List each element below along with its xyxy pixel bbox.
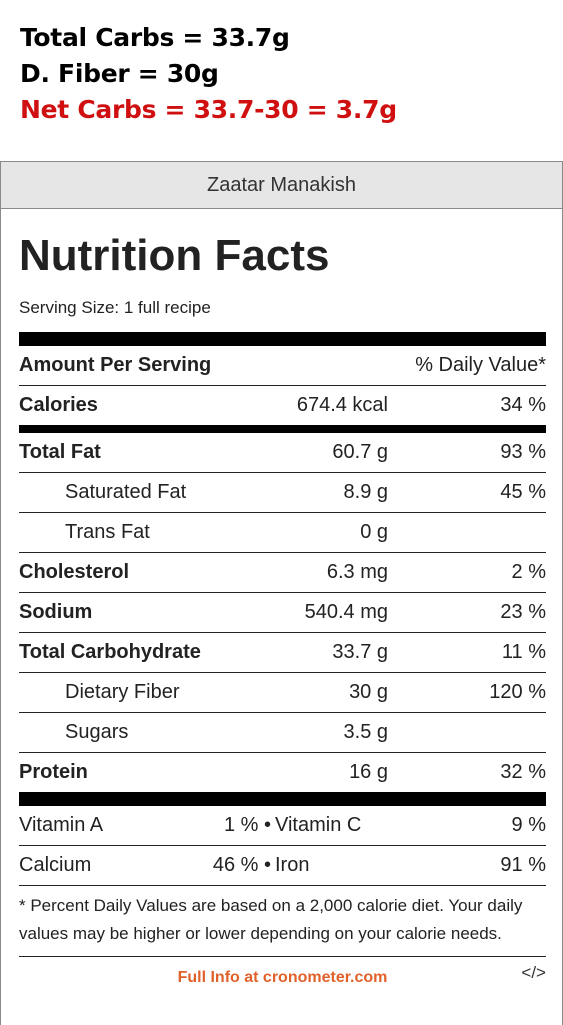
nutrient-amount: 0 g bbox=[360, 521, 388, 543]
vitamin-value: 91 % bbox=[500, 854, 546, 876]
nutrient-dv: 32 % bbox=[500, 761, 546, 783]
nutrient-name: Sugars bbox=[65, 721, 129, 743]
nutrient-name: Dietary Fiber bbox=[65, 681, 180, 703]
nutrition-facts-heading: Nutrition Facts bbox=[19, 231, 330, 280]
nutrient-row-calories: Calories 674.4 kcal 34 % bbox=[19, 386, 546, 425]
nutrient-name: Trans Fat bbox=[65, 521, 150, 543]
vitamin-value: 1 % • bbox=[223, 814, 271, 836]
divider-medium bbox=[19, 425, 546, 433]
nutrient-row-protein: Protein 16 g 32 % bbox=[19, 753, 546, 792]
nutrient-amount: 30 g bbox=[349, 681, 388, 703]
net-carbs-annotation: Total Carbs = 33.7g D. Fiber = 30g Net C… bbox=[20, 20, 397, 128]
cronometer-link[interactable]: Full Info at cronometer.com bbox=[177, 969, 388, 986]
vitamin-name: Vitamin A bbox=[19, 814, 104, 836]
nutrient-row-total-carbohydrate: Total Carbohydrate 33.7 g 11 % bbox=[19, 633, 546, 673]
net-carbs-text: Net Carbs = 33.7-30 = 3.7g bbox=[20, 95, 397, 124]
nutrition-panel: Zaatar Manakish Nutrition Facts Serving … bbox=[0, 161, 563, 1025]
nutrient-dv: 2 % bbox=[511, 561, 546, 583]
nutrient-dv: 120 % bbox=[489, 681, 546, 703]
vitamin-row-calcium-iron: Calcium 46 % • Iron 91 % bbox=[19, 846, 546, 886]
nutrient-row-saturated-fat: Saturated Fat 8.9 g 45 % bbox=[19, 473, 546, 513]
total-carbs-text: Total Carbs = 33.7g bbox=[20, 23, 290, 52]
nutrient-amount: 60.7 g bbox=[332, 441, 388, 463]
nutrient-name: Calories bbox=[19, 394, 98, 416]
daily-value-label: % Daily Value* bbox=[415, 354, 546, 376]
embed-code-icon[interactable]: </> bbox=[521, 963, 546, 982]
nutrient-amount: 3.5 g bbox=[343, 721, 388, 743]
vitamin-name: Vitamin C bbox=[275, 814, 362, 836]
nutrient-amount: 674.4 kcal bbox=[296, 394, 388, 416]
nutrient-name: Sodium bbox=[19, 601, 93, 623]
nutrient-row-dietary-fiber: Dietary Fiber 30 g 120 % bbox=[19, 673, 546, 713]
label-footer: Full Info at cronometer.com </> bbox=[19, 957, 546, 997]
vitamin-name: Calcium bbox=[19, 854, 92, 876]
amount-per-serving-label: Amount Per Serving bbox=[19, 354, 212, 376]
nutrient-amount: 6.3 mg bbox=[326, 561, 388, 583]
divider-thick bbox=[19, 792, 546, 806]
nutrient-row-sugars: Sugars 3.5 g bbox=[19, 713, 546, 753]
nutrient-row-cholesterol: Cholesterol 6.3 mg 2 % bbox=[19, 553, 546, 593]
divider-thick bbox=[19, 332, 546, 346]
vitamin-value: 9 % bbox=[511, 814, 546, 836]
nutrient-row-total-fat: Total Fat 60.7 g 93 % bbox=[19, 433, 546, 473]
nutrient-dv: 45 % bbox=[500, 481, 546, 503]
serving-size: Serving Size: 1 full recipe bbox=[19, 298, 211, 317]
nutrient-dv: 23 % bbox=[500, 601, 546, 623]
nutrient-dv: 93 % bbox=[500, 441, 546, 463]
vitamin-name: Iron bbox=[275, 854, 310, 876]
nutrient-name: Cholesterol bbox=[19, 561, 130, 583]
nutrient-amount: 16 g bbox=[349, 761, 388, 783]
nutrient-name: Protein bbox=[19, 761, 88, 783]
vitamin-value: 46 % • bbox=[212, 854, 271, 876]
nutrient-dv: 34 % bbox=[500, 394, 546, 416]
nutrition-facts-label: Nutrition Facts Serving Size: 1 full rec… bbox=[19, 232, 546, 997]
nutrient-amount: 8.9 g bbox=[343, 481, 388, 503]
nutrient-name: Total Carbohydrate bbox=[19, 641, 201, 663]
nutrient-dv: 11 % bbox=[501, 641, 546, 663]
nutrient-amount: 33.7 g bbox=[332, 641, 388, 663]
vitamin-row-a-c: Vitamin A 1 % • Vitamin C 9 % bbox=[19, 806, 546, 846]
fiber-text: D. Fiber = 30g bbox=[20, 59, 219, 88]
nutrient-row-sodium: Sodium 540.4 mg 23 % bbox=[19, 593, 546, 633]
nutrient-name: Total Fat bbox=[19, 441, 101, 463]
nutrient-amount: 540.4 mg bbox=[304, 601, 388, 623]
nutrient-row-trans-fat: Trans Fat 0 g bbox=[19, 513, 546, 553]
header-row: Amount Per Serving % Daily Value* bbox=[19, 346, 546, 386]
recipe-title: Zaatar Manakish bbox=[1, 162, 562, 209]
nutrient-name: Saturated Fat bbox=[65, 481, 187, 503]
daily-value-footnote: * Percent Daily Values are based on a 2,… bbox=[19, 886, 546, 957]
